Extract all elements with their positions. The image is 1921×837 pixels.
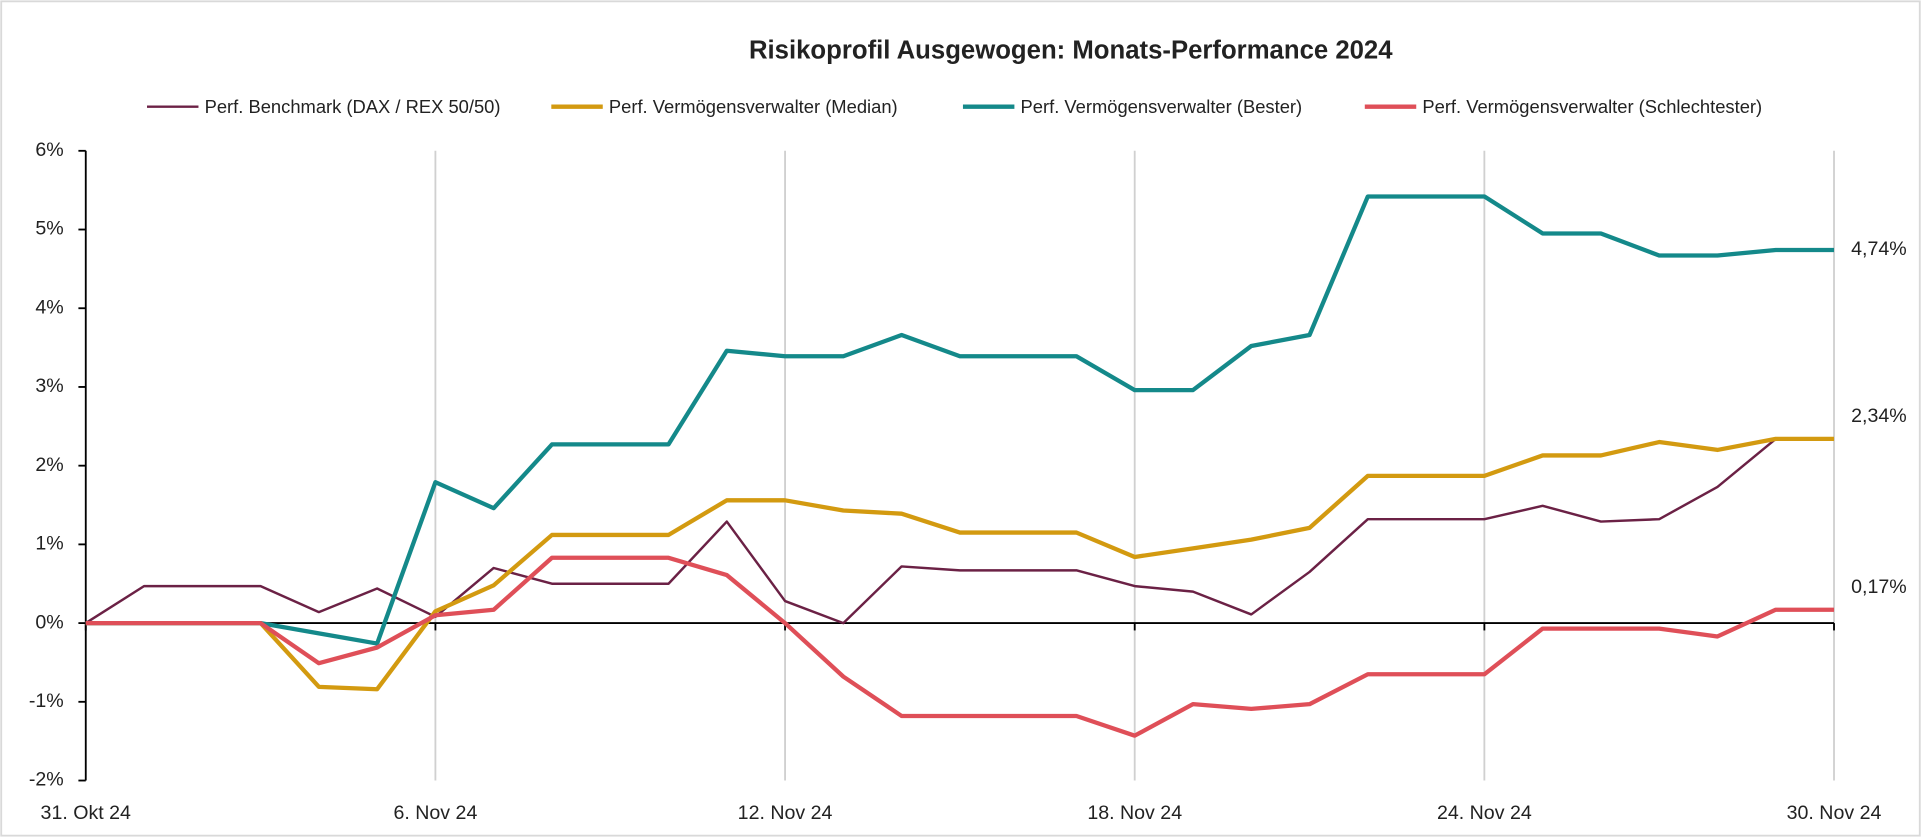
x-tick-label: 6. Nov 24	[393, 802, 477, 824]
y-tick-label: -2%	[29, 769, 64, 791]
y-tick-label: 3%	[35, 375, 63, 397]
end-label: 2,34%	[1851, 405, 1907, 427]
y-tick-label: -1%	[29, 690, 64, 712]
legend-label: Perf. Benchmark (DAX / REX 50/50)	[205, 96, 501, 117]
series-line	[85, 194, 1835, 646]
chart-title: Risikoprofil Ausgewogen: Monats-Performa…	[749, 36, 1393, 64]
x-tick-label: 18. Nov 24	[1087, 802, 1182, 824]
y-tick-label: 5%	[35, 218, 63, 240]
y-tick-label: 1%	[35, 533, 63, 555]
series-line	[85, 436, 1835, 692]
x-tick-label: 31. Okt 24	[41, 802, 132, 824]
x-tick-label: 30. Nov 24	[1787, 802, 1882, 824]
legend-label: Perf. Vermögensverwalter (Median)	[609, 96, 898, 117]
y-tick-label: 2%	[35, 454, 63, 476]
x-tick-label: 12. Nov 24	[738, 802, 833, 824]
y-tick-label: 0%	[35, 611, 63, 633]
series-line	[85, 437, 1835, 625]
legend-label: Perf. Vermögensverwalter (Schlechtester)	[1422, 96, 1762, 117]
y-tick-label: 4%	[35, 296, 63, 318]
series-line	[85, 555, 1835, 738]
end-label: 4,74%	[1851, 238, 1907, 260]
y-tick-label: 6%	[35, 139, 63, 161]
legend-label: Perf. Vermögensverwalter (Bester)	[1021, 96, 1303, 117]
x-tick-label: 24. Nov 24	[1437, 802, 1532, 824]
end-label: 0,17%	[1851, 576, 1907, 598]
